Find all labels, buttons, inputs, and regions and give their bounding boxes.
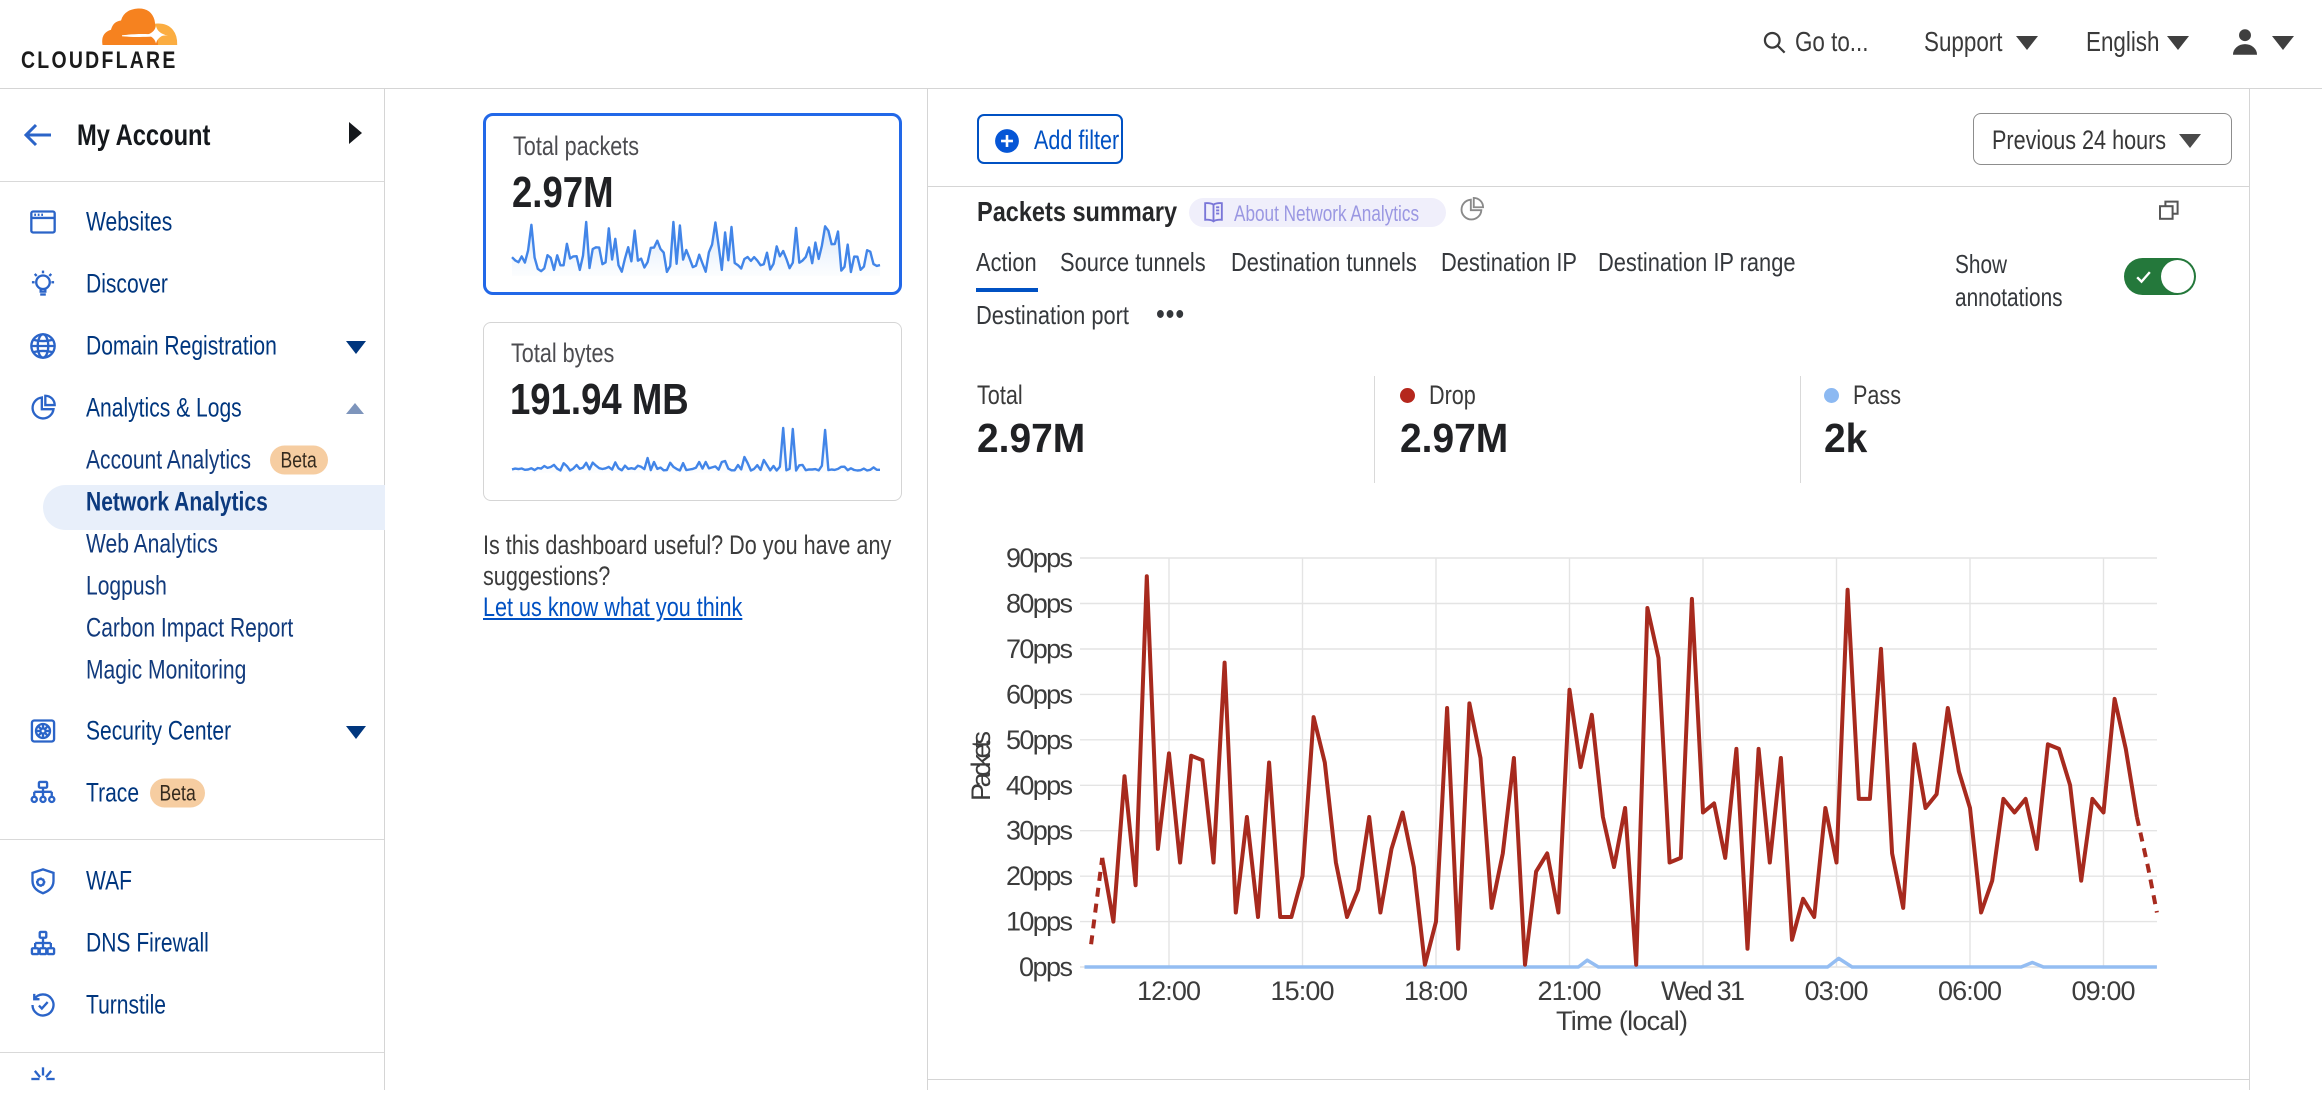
svg-text:90pps: 90pps	[1006, 543, 1073, 573]
svg-text:10pps: 10pps	[1006, 907, 1073, 937]
svg-text:21:00: 21:00	[1538, 976, 1602, 1006]
svg-text:60pps: 60pps	[1006, 679, 1073, 709]
svg-text:Packets: Packets	[966, 731, 996, 801]
svg-text:09:00: 09:00	[2072, 976, 2136, 1006]
svg-text:20pps: 20pps	[1006, 861, 1073, 891]
svg-text:0pps: 0pps	[1019, 952, 1073, 982]
svg-text:12:00: 12:00	[1137, 976, 1201, 1006]
svg-text:80pps: 80pps	[1006, 589, 1073, 619]
svg-text:06:00: 06:00	[1938, 976, 2002, 1006]
svg-text:50pps: 50pps	[1006, 725, 1073, 755]
svg-text:30pps: 30pps	[1006, 816, 1073, 846]
svg-text:15:00: 15:00	[1271, 976, 1335, 1006]
svg-text:Wed 31: Wed 31	[1661, 976, 1745, 1006]
svg-text:03:00: 03:00	[1805, 976, 1869, 1006]
svg-text:70pps: 70pps	[1006, 634, 1073, 664]
svg-text:18:00: 18:00	[1404, 976, 1468, 1006]
svg-text:Time (local): Time (local)	[1556, 1006, 1688, 1036]
svg-text:40pps: 40pps	[1006, 770, 1073, 800]
